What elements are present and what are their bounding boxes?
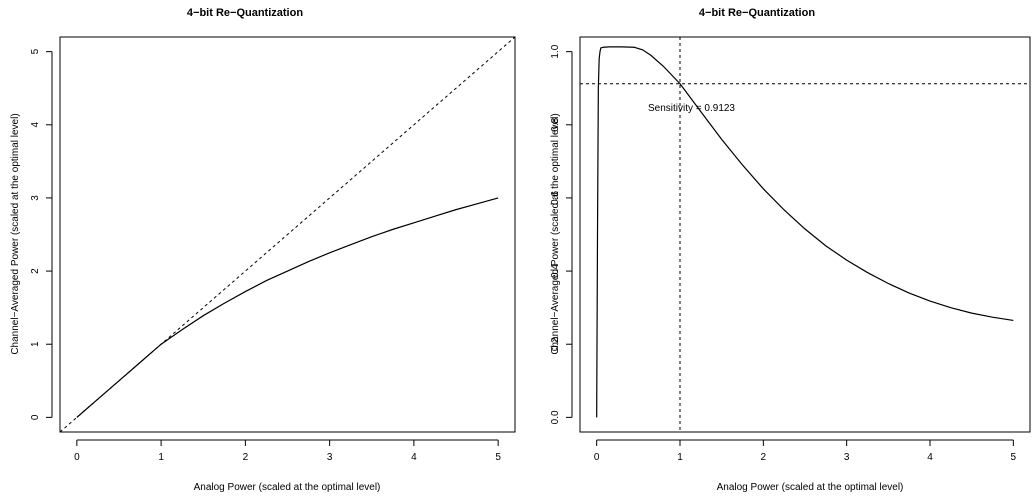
left-y-tick-label: 2	[30, 268, 41, 274]
left-curve	[76, 197, 499, 418]
left-x-tick-label: 2	[243, 452, 249, 463]
left-x-tick-label: 5	[495, 452, 501, 463]
right-reference-lines	[580, 37, 1030, 432]
left-x-axis-label: Analog Power (scaled at the optimal leve…	[194, 482, 381, 493]
right-x-axis: 0 1 2 3 4 5	[594, 439, 1017, 463]
right-x-tick-label: 1	[677, 452, 683, 463]
right-plot-frame	[579, 36, 1031, 433]
right-y-axis: 0.0 0.2 0.4 0.6 0.8 1.0	[550, 44, 573, 424]
left-x-axis: 0 1 2 3 4 5	[74, 439, 501, 463]
right-x-axis-label: Analog Power (scaled at the optimal leve…	[717, 482, 904, 493]
left-y-tick-label: 4	[30, 122, 41, 128]
right-x-tick-label: 0	[594, 452, 600, 463]
left-chart-title: 4−bit Re−Quantization	[187, 7, 303, 19]
right-x-tick-label: 3	[844, 452, 850, 463]
left-y-tick-label: 3	[30, 195, 41, 201]
right-x-tick-label: 2	[761, 452, 767, 463]
left-identity-line	[60, 37, 515, 432]
right-series	[596, 46, 1014, 418]
right-x-tick-label: 5	[1011, 452, 1017, 463]
right-y-tick-label: 0.2	[550, 337, 561, 351]
left-series	[60, 37, 515, 432]
right-y-tick-label: 0.0	[550, 410, 561, 424]
left-y-axis: 0 1 2 3 4 5	[30, 48, 53, 420]
left-y-tick-label: 0	[30, 414, 41, 420]
right-y-tick-label: 0.4	[550, 264, 561, 278]
right-curve	[596, 46, 1014, 418]
right-y-tick-label: 1.0	[550, 44, 561, 58]
left-x-tick-label: 3	[327, 452, 333, 463]
right-x-tick-label: 4	[927, 452, 933, 463]
left-plot-frame	[59, 36, 516, 433]
left-x-tick-label: 4	[411, 452, 417, 463]
left-y-tick-label: 5	[30, 48, 41, 54]
left-chart: 4−bit Re−Quantization 0 1 2 3 4 5 0 1 2 3 4 5 Anal…	[10, 7, 516, 493]
right-chart-title: 4−bit Re−Quantization	[699, 7, 815, 19]
right-y-axis-label: Channel−Averaged Power (scaled at the op…	[550, 113, 561, 354]
left-x-tick-label: 0	[74, 452, 80, 463]
left-y-tick-label: 1	[30, 341, 41, 347]
right-y-tick-label: 0.6	[550, 191, 561, 205]
left-x-tick-label: 1	[158, 452, 164, 463]
sensitivity-annotation: Sensitivity = 0.9123	[648, 103, 735, 114]
right-y-tick-label: 0.8	[550, 117, 561, 131]
left-y-axis-label: Channel−Averaged Power (scaled at the op…	[10, 113, 21, 354]
